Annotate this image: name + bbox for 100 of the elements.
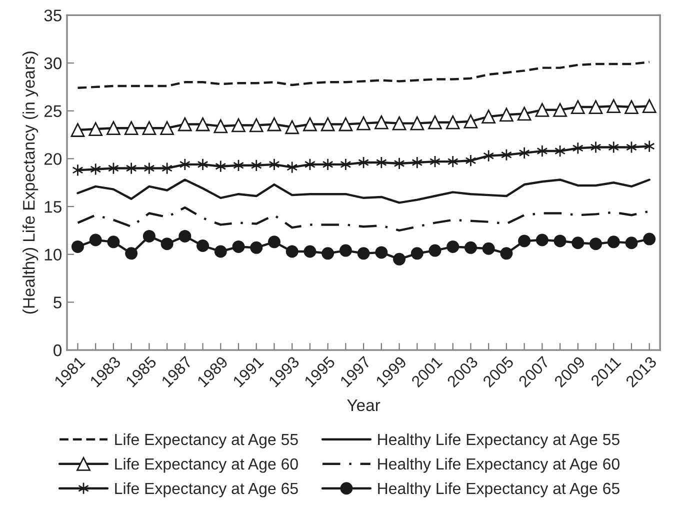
legend-label: Life Expectancy at Age 60 bbox=[115, 458, 298, 473]
point bbox=[124, 121, 138, 136]
point bbox=[179, 158, 190, 171]
point bbox=[643, 232, 656, 246]
y-tick-label: 15 bbox=[44, 201, 62, 213]
point bbox=[250, 159, 262, 172]
point bbox=[536, 234, 548, 246]
point bbox=[178, 230, 192, 242]
point bbox=[625, 236, 638, 250]
point bbox=[410, 116, 424, 130]
point bbox=[339, 244, 352, 257]
y-tick-label: 35 bbox=[44, 10, 62, 22]
point bbox=[392, 116, 406, 130]
point bbox=[322, 158, 334, 171]
point bbox=[624, 100, 638, 114]
point bbox=[535, 102, 550, 117]
point bbox=[322, 247, 334, 260]
point bbox=[553, 102, 567, 117]
x-axis-title: Year bbox=[347, 399, 380, 412]
point bbox=[572, 142, 584, 154]
point bbox=[446, 115, 460, 130]
legend-label: Healthy Life Expectancy at Age 55 bbox=[378, 433, 620, 448]
point bbox=[249, 118, 264, 132]
y-tick-label: 0 bbox=[54, 344, 62, 356]
y-tick-label: 5 bbox=[54, 296, 62, 308]
point bbox=[232, 240, 245, 253]
point bbox=[90, 162, 102, 176]
point bbox=[160, 238, 174, 250]
point bbox=[89, 234, 102, 246]
point bbox=[588, 100, 603, 114]
point bbox=[125, 247, 138, 260]
point bbox=[268, 158, 280, 171]
legend-label: Healthy Life Expectancy at Age 65 bbox=[378, 482, 620, 498]
point bbox=[464, 241, 477, 254]
point bbox=[465, 154, 476, 167]
point bbox=[285, 120, 300, 134]
legend-label: Life Expectancy at Age 55 bbox=[115, 433, 298, 448]
point bbox=[500, 247, 513, 260]
point bbox=[214, 119, 228, 134]
point bbox=[590, 238, 602, 250]
point bbox=[71, 240, 84, 253]
point bbox=[412, 156, 423, 169]
point bbox=[338, 117, 353, 132]
point bbox=[160, 121, 174, 136]
point bbox=[304, 245, 316, 258]
point bbox=[197, 158, 208, 171]
point bbox=[196, 240, 210, 252]
point bbox=[483, 150, 494, 162]
point bbox=[357, 247, 370, 260]
point bbox=[303, 117, 317, 132]
point bbox=[482, 242, 495, 255]
point bbox=[394, 157, 405, 170]
point bbox=[393, 252, 406, 266]
y-axis-title: (Healthy) Life Expectancy (in years) bbox=[22, 52, 38, 314]
point bbox=[608, 140, 620, 154]
point bbox=[410, 247, 424, 260]
point bbox=[214, 245, 227, 258]
point bbox=[215, 160, 226, 173]
point bbox=[107, 236, 120, 248]
point bbox=[446, 240, 460, 253]
point bbox=[267, 117, 282, 132]
point bbox=[162, 162, 173, 175]
legend-label: Healthy Life Expectancy at Age 60 bbox=[378, 458, 620, 473]
line-series bbox=[76, 178, 650, 204]
y-tick-label: 20 bbox=[44, 153, 62, 165]
point bbox=[340, 158, 352, 171]
point bbox=[376, 156, 387, 169]
y-tick-label: 30 bbox=[44, 57, 62, 70]
point bbox=[518, 234, 531, 248]
point bbox=[517, 106, 532, 121]
point bbox=[286, 245, 298, 258]
point bbox=[482, 110, 496, 124]
point bbox=[196, 117, 210, 132]
point bbox=[554, 234, 566, 248]
point bbox=[178, 117, 192, 132]
point bbox=[356, 116, 370, 130]
point bbox=[142, 230, 156, 242]
point bbox=[447, 155, 458, 168]
point bbox=[570, 100, 585, 114]
point bbox=[286, 161, 298, 174]
point bbox=[536, 144, 548, 158]
point bbox=[500, 108, 514, 122]
point bbox=[144, 162, 155, 175]
point bbox=[70, 123, 85, 137]
point bbox=[606, 99, 621, 114]
point bbox=[572, 236, 584, 250]
point bbox=[126, 162, 137, 175]
point bbox=[642, 99, 656, 114]
point bbox=[250, 241, 263, 254]
line-series bbox=[76, 60, 650, 90]
point bbox=[607, 236, 620, 248]
point bbox=[106, 121, 120, 136]
point bbox=[88, 122, 103, 136]
line-series bbox=[76, 206, 650, 232]
point bbox=[72, 164, 84, 176]
point bbox=[320, 117, 335, 132]
point bbox=[374, 115, 388, 130]
point bbox=[375, 246, 388, 259]
point bbox=[518, 146, 530, 160]
legend-label: Life Expectancy at Age 65 bbox=[115, 482, 298, 498]
